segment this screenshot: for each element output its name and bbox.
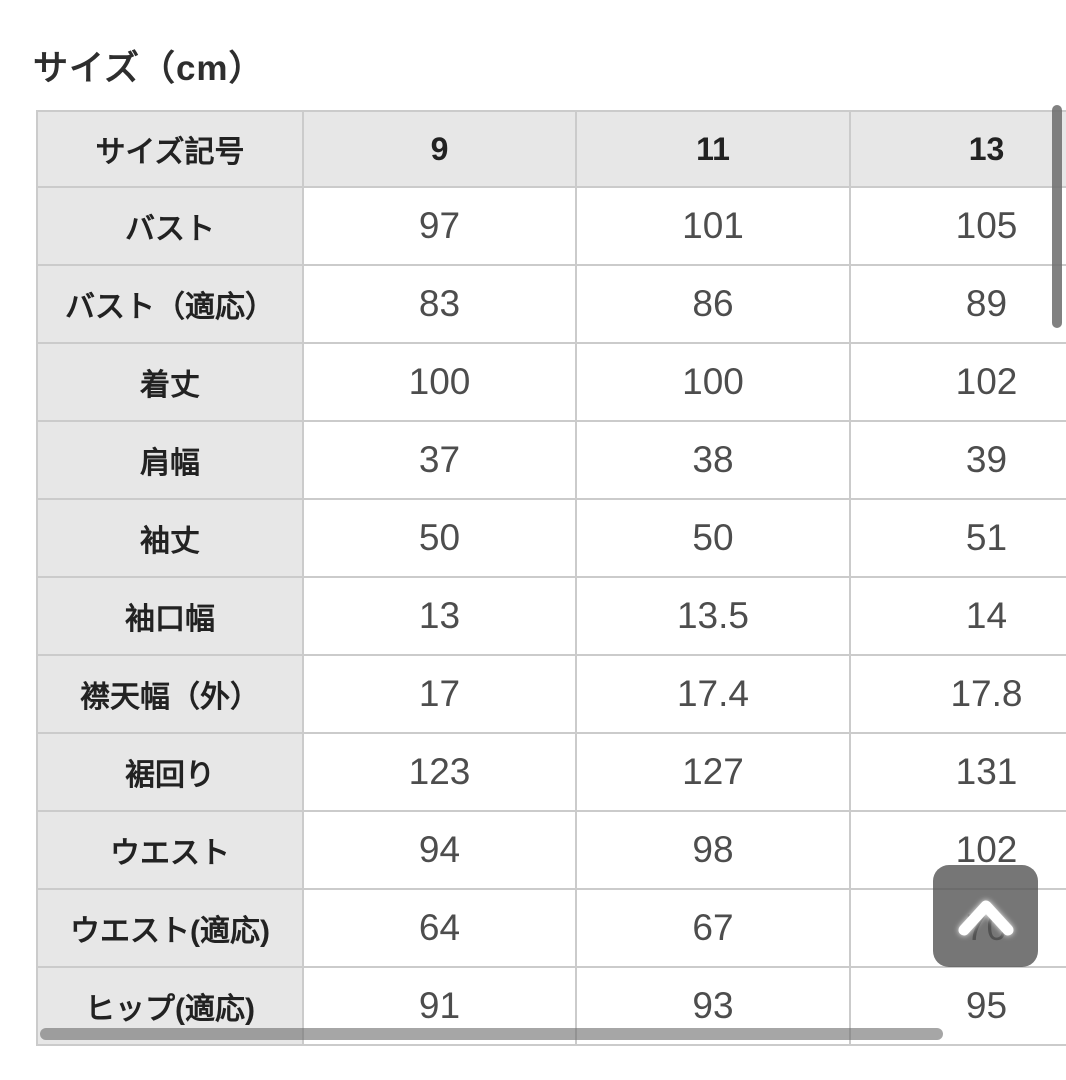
table-header-row: サイズ記号 9 11 13 — [36, 110, 1066, 188]
row-value-cell: 98 — [575, 810, 851, 890]
row-value-cell: 102 — [849, 342, 1066, 422]
row-value-cell: 100 — [575, 342, 851, 422]
row-value-cell: 37 — [302, 420, 577, 500]
table-row: バスト（適応） 83 86 89 — [36, 264, 1066, 344]
row-value-cell: 67 — [575, 888, 851, 968]
row-value-cell: 17.4 — [575, 654, 851, 734]
row-value-cell: 13 — [302, 576, 577, 656]
header-size-cell-9: 9 — [302, 110, 577, 188]
row-value-cell: 17 — [302, 654, 577, 734]
header-size-cell-11: 11 — [575, 110, 851, 188]
row-label-cell: 裾回り — [36, 732, 304, 812]
page-title: サイズ（cm） — [33, 49, 265, 88]
row-value-cell: 95 — [849, 966, 1066, 1046]
row-label-cell: 袖口幅 — [36, 576, 304, 656]
row-value-cell: 97 — [302, 186, 577, 266]
row-value-cell: 100 — [302, 342, 577, 422]
row-value-cell: 86 — [575, 264, 851, 344]
scroll-to-top-button-background — [933, 865, 1038, 967]
row-label-cell: ウエスト(適応) — [36, 888, 304, 968]
table-row: バスト 97 101 105 — [36, 186, 1066, 266]
table-row: ウエスト(適応) 64 67 70 — [36, 888, 1066, 968]
size-table-scroll-area[interactable]: サイズ記号 9 11 13 バスト 97 101 105 バスト（適応） 83 … — [36, 110, 1066, 1050]
row-value-cell: 105 — [849, 186, 1066, 266]
row-label-cell: 着丈 — [36, 342, 304, 422]
row-value-cell: 50 — [575, 498, 851, 578]
vertical-scrollbar-thumb[interactable] — [1052, 105, 1062, 328]
row-value-cell: 13.5 — [575, 576, 851, 656]
table-row: 袖口幅 13 13.5 14 — [36, 576, 1066, 656]
size-table-body: バスト 97 101 105 バスト（適応） 83 86 89 着丈 100 1… — [36, 186, 1066, 1046]
table-row: ウエスト 94 98 102 — [36, 810, 1066, 890]
row-value-cell: 50 — [302, 498, 577, 578]
row-value-cell: 94 — [302, 810, 577, 890]
row-value-cell: 38 — [575, 420, 851, 500]
row-value-cell: 102 — [849, 810, 1066, 890]
scroll-to-top-button[interactable] — [933, 865, 1038, 967]
row-value-cell: 14 — [849, 576, 1066, 656]
table-row: 肩幅 37 38 39 — [36, 420, 1066, 500]
row-value-cell: 64 — [302, 888, 577, 968]
row-value-cell: 17.8 — [849, 654, 1066, 734]
row-value-cell: 123 — [302, 732, 577, 812]
row-label-cell: ウエスト — [36, 810, 304, 890]
table-row: 着丈 100 100 102 — [36, 342, 1066, 422]
row-label-cell: バスト（適応） — [36, 264, 304, 344]
table-row: 裾回り 123 127 131 — [36, 732, 1066, 812]
row-value-cell: 51 — [849, 498, 1066, 578]
row-value-cell: 101 — [575, 186, 851, 266]
horizontal-scrollbar-thumb[interactable] — [40, 1028, 943, 1040]
row-value-cell: 89 — [849, 264, 1066, 344]
chevron-up-icon — [958, 900, 1013, 936]
table-row: 襟天幅（外） 17 17.4 17.8 — [36, 654, 1066, 734]
size-table: サイズ記号 9 11 13 バスト 97 101 105 バスト（適応） 83 … — [36, 110, 1066, 1046]
row-value-cell: 83 — [302, 264, 577, 344]
row-value-cell: 127 — [575, 732, 851, 812]
header-size-cell-13: 13 — [849, 110, 1066, 188]
row-value-cell: 131 — [849, 732, 1066, 812]
row-label-cell: 襟天幅（外） — [36, 654, 304, 734]
row-label-cell: 肩幅 — [36, 420, 304, 500]
row-value-cell: 39 — [849, 420, 1066, 500]
row-label-cell: 袖丈 — [36, 498, 304, 578]
header-label-cell: サイズ記号 — [36, 110, 304, 188]
table-row: 袖丈 50 50 51 — [36, 498, 1066, 578]
row-label-cell: バスト — [36, 186, 304, 266]
